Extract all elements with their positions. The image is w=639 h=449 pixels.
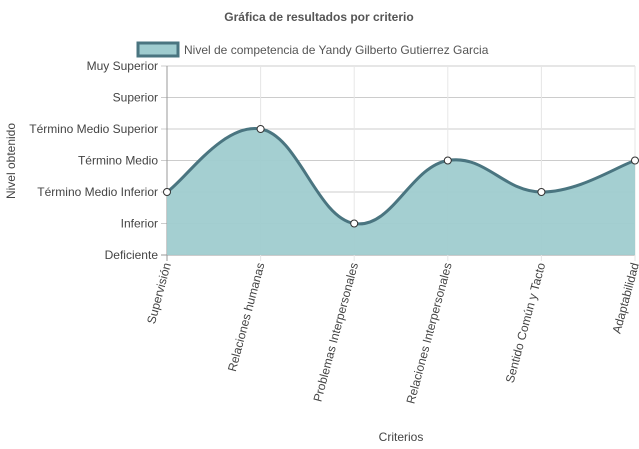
area-layer [166,127,636,255]
legend[interactable]: Nivel de competencia de Yandy Gilberto G… [136,41,489,58]
x-tick-label: Relaciones Interpersonales [404,261,455,405]
x-tick-label: Sentido Común y Tacto [503,261,549,385]
data-points [163,125,639,228]
data-point[interactable] [631,156,639,165]
x-tick-label: Supervisión [144,261,174,325]
y-tick-label: Muy Superior [87,59,158,73]
legend-swatch[interactable] [136,41,180,58]
y-tick-label: Inferior [121,217,158,231]
x-tick-label: Problemas Interpersonales [310,261,361,403]
data-point[interactable] [443,156,452,165]
y-axis-ticks: Deficiente Inferior Término Medio Inferior… [29,59,158,262]
data-point[interactable] [163,188,171,196]
legend-label: Nivel de competencia de Yandy Gilberto G… [184,43,489,57]
series-line [166,127,636,226]
chart-title: Gráfica de resultados por criterio [224,10,413,24]
x-axis-title: Criterios [379,430,424,444]
x-tick-label: Relaciones humanas [225,261,268,373]
y-tick-label: Término Medio Inferior [37,185,158,199]
y-axis-title: Nivel obtenido [4,123,18,199]
data-point[interactable] [256,125,265,133]
data-point[interactable] [350,219,359,228]
series-area [167,128,635,255]
y-tick-label: Término Medio Superior [29,122,158,136]
y-tick-label: Término Medio [78,154,158,168]
y-tick-label: Deficiente [105,248,159,262]
x-tick-label: Adaptabilidad [610,261,639,335]
y-tick-label: Superior [113,91,158,105]
x-axis-ticks: Supervisión Relaciones humanas Problemas I… [144,261,639,405]
data-point[interactable] [537,188,546,196]
